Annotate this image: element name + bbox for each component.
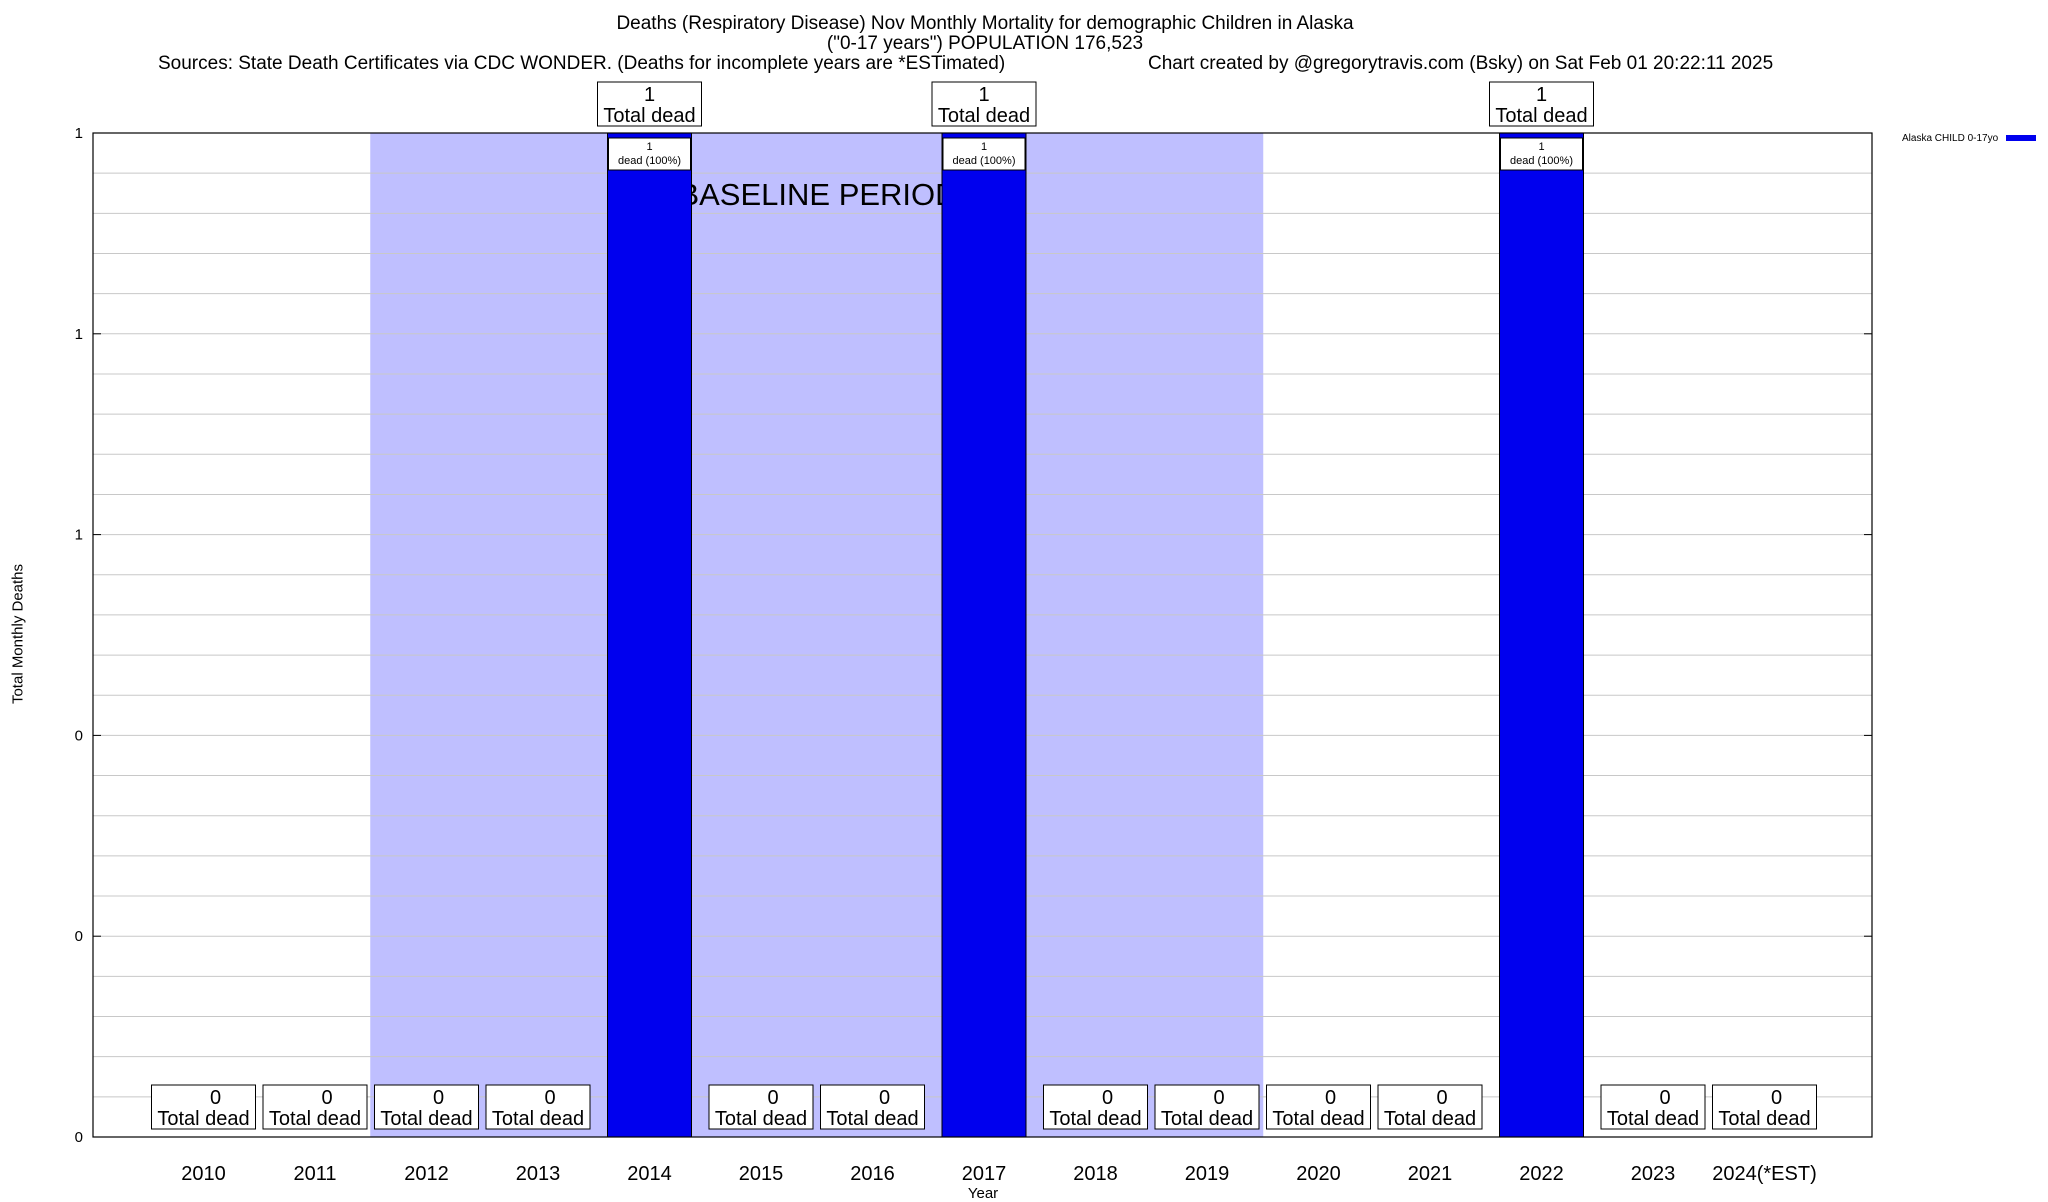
bar-percent-label: dead (100%) bbox=[618, 155, 681, 167]
total-box bbox=[597, 81, 702, 127]
total-value-label: 0 bbox=[1213, 1087, 1224, 1109]
total-value-label: 0 bbox=[544, 1087, 555, 1109]
total-box bbox=[708, 1084, 814, 1130]
total-box bbox=[262, 1084, 368, 1130]
bar-value-box bbox=[942, 137, 1026, 171]
chart-title: Deaths (Respiratory Disease) Nov Monthly… bbox=[616, 13, 1354, 34]
total-dead-label: Total dead bbox=[715, 1108, 807, 1130]
total-dead-label: Total dead bbox=[826, 1108, 918, 1130]
total-box bbox=[1266, 1084, 1371, 1130]
x-tick-label: 2012 bbox=[404, 1163, 449, 1185]
bar bbox=[607, 132, 692, 1138]
x-tick-label: 2013 bbox=[516, 1163, 561, 1185]
bar-value-box bbox=[608, 137, 691, 171]
total-dead-label: Total dead bbox=[1495, 105, 1587, 127]
total-box bbox=[485, 1084, 591, 1130]
total-box bbox=[1043, 1084, 1148, 1130]
bar-percent-label: dead (100%) bbox=[953, 155, 1016, 167]
total-box bbox=[1600, 1084, 1706, 1130]
x-tick-label: 2023 bbox=[1631, 1163, 1676, 1185]
x-tick-label: 2020 bbox=[1296, 1163, 1341, 1185]
total-dead-label: Total dead bbox=[1384, 1108, 1476, 1130]
x-tick-label: 2010 bbox=[181, 1163, 226, 1185]
x-tick-label: 2017 bbox=[962, 1163, 1007, 1185]
total-value-label: 1 bbox=[1536, 84, 1547, 106]
total-box bbox=[1154, 1084, 1260, 1130]
y-tick-label: 0 bbox=[75, 1129, 83, 1146]
total-box bbox=[1489, 81, 1594, 127]
total-value-label: 0 bbox=[879, 1087, 890, 1109]
legend: Alaska CHILD 0-17yo bbox=[1902, 131, 2037, 145]
x-tick-label: 2021 bbox=[1408, 1163, 1453, 1185]
total-dead-label: Total dead bbox=[1161, 1108, 1253, 1130]
chart-credit: Chart created by @gregorytravis.com (Bsk… bbox=[1148, 53, 1774, 74]
total-value-label: 1 bbox=[644, 84, 655, 106]
y-tick-label: 1 bbox=[75, 326, 83, 343]
total-dead-label: Total dead bbox=[492, 1108, 584, 1130]
y-tick-label: 0 bbox=[75, 928, 83, 945]
total-dead-label: Total dead bbox=[157, 1108, 249, 1130]
bar-value-label: 1 bbox=[1538, 141, 1544, 153]
total-box bbox=[374, 1084, 479, 1130]
y-axis-label: Total Monthly Deaths bbox=[9, 563, 27, 705]
total-value-label: 0 bbox=[210, 1087, 221, 1109]
total-value-label: 0 bbox=[1436, 1087, 1447, 1109]
total-dead-label: Total dead bbox=[1607, 1108, 1699, 1130]
total-dead-label: Total dead bbox=[1272, 1108, 1364, 1130]
bar-percent-label: dead (100%) bbox=[1510, 155, 1573, 167]
total-dead-label: Total dead bbox=[603, 105, 695, 127]
total-value-label: 1 bbox=[978, 84, 989, 106]
x-tick-label: 2019 bbox=[1185, 1163, 1230, 1185]
total-box bbox=[931, 81, 1037, 127]
baseline-period-band bbox=[370, 133, 1264, 1137]
baseline-period-label: BASELINE PERIOD bbox=[678, 177, 957, 212]
total-box bbox=[1712, 1084, 1817, 1130]
chart-subtitle: ("0-17 years") POPULATION 176,523 bbox=[826, 33, 1144, 54]
total-value-label: 0 bbox=[1102, 1087, 1113, 1109]
plot-frame bbox=[92, 132, 1873, 1138]
total-box bbox=[151, 1084, 256, 1130]
total-box bbox=[820, 1084, 925, 1130]
total-dead-label: Total dead bbox=[269, 1108, 361, 1130]
y-tick-label: 1 bbox=[75, 527, 83, 544]
total-value-label: 0 bbox=[767, 1087, 778, 1109]
bar bbox=[941, 132, 1027, 1138]
total-value-label: 0 bbox=[1325, 1087, 1336, 1109]
x-tick-label: 2014 bbox=[627, 1163, 672, 1185]
total-value-label: 0 bbox=[1659, 1087, 1670, 1109]
bar bbox=[1499, 132, 1584, 1138]
total-value-label: 0 bbox=[433, 1087, 444, 1109]
x-tick-label: 2022 bbox=[1519, 1163, 1564, 1185]
x-tick-label: 2024(*EST) bbox=[1712, 1163, 1817, 1185]
x-axis-label: Year bbox=[967, 1185, 999, 1202]
total-dead-label: Total dead bbox=[1718, 1108, 1810, 1130]
chart-sources: Sources: State Death Certificates via CD… bbox=[158, 53, 1006, 74]
bar-value-label: 1 bbox=[981, 141, 987, 153]
legend-entry-label: Alaska CHILD 0-17yo bbox=[1902, 132, 1999, 144]
total-dead-label: Total dead bbox=[1049, 1108, 1141, 1130]
x-tick-label: 2015 bbox=[739, 1163, 784, 1185]
y-tick-label: 0 bbox=[75, 727, 83, 744]
bar-value-box bbox=[1500, 137, 1583, 171]
total-dead-label: Total dead bbox=[938, 105, 1030, 127]
x-tick-label: 2016 bbox=[850, 1163, 895, 1185]
total-dead-label: Total dead bbox=[380, 1108, 472, 1130]
x-tick-label: 2011 bbox=[293, 1163, 336, 1185]
total-value-label: 0 bbox=[321, 1087, 332, 1109]
total-box bbox=[1377, 1084, 1483, 1130]
total-value-label: 0 bbox=[1771, 1087, 1782, 1109]
y-tick-label: 1 bbox=[75, 125, 83, 142]
bar-value-label: 1 bbox=[646, 141, 652, 153]
legend-swatch bbox=[2006, 135, 2037, 141]
x-tick-label: 2018 bbox=[1073, 1163, 1118, 1185]
